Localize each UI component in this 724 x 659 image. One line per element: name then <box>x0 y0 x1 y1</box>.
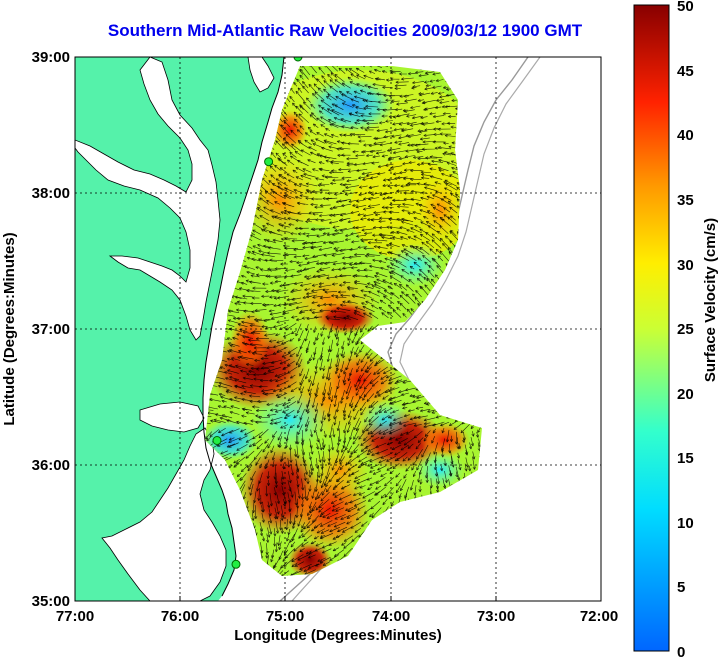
grid-lines <box>75 57 601 601</box>
colorbar-ticks: 50 45 40 35 30 25 20 15 10 5 0 <box>677 0 694 659</box>
delaware-bay <box>247 57 275 93</box>
station-south-marker <box>231 559 241 569</box>
chesapeake-bay <box>75 57 221 341</box>
colorbar-tick-label: 25 <box>677 321 694 338</box>
map-title: Southern Mid-Atlantic Raw Velocities 200… <box>107 21 583 40</box>
plot-frame <box>74 56 602 602</box>
x-ticks: 77:00 76:00 75:00 74:00 73:00 72:00 <box>56 596 618 625</box>
plot-area <box>75 57 601 601</box>
x-tick-label: 72:00 <box>580 608 618 625</box>
pamlico-sound <box>101 427 227 601</box>
x-tick-label: 76:00 <box>161 608 199 625</box>
y-tick-label: 38:00 <box>32 185 70 202</box>
y-axis-label: Latitude (Degrees:Minutes) <box>1 232 18 425</box>
colorbar-tick-label: 50 <box>677 0 694 15</box>
colorbar-tick-label: 0 <box>677 644 685 659</box>
colorbar-tick-label: 35 <box>677 192 694 209</box>
colorbar-tick-label: 15 <box>677 450 694 467</box>
x-axis-label: Longitude (Degrees:Minutes) <box>234 627 442 644</box>
y-tick-label: 39:00 <box>32 49 70 66</box>
colorbar-tick-label: 5 <box>677 579 685 596</box>
x-tick-label: 75:00 <box>266 608 304 625</box>
radar-stations <box>212 57 303 569</box>
station-outer-banks-marker <box>212 436 222 445</box>
x-tick-label: 73:00 <box>477 608 515 625</box>
colorbar-tick-label: 20 <box>677 386 694 403</box>
y-tick-label: 36:00 <box>32 457 70 474</box>
colorbar-tick-label: 40 <box>677 127 694 144</box>
x-tick-label: 74:00 <box>372 608 410 625</box>
y-ticks: 39:00 38:00 37:00 36:00 35:00 <box>32 49 70 610</box>
colorbar-tick-label: 45 <box>677 63 694 80</box>
colorbar-tick-label: 30 <box>677 257 694 274</box>
colorbar <box>633 4 670 652</box>
colorbar-label: Surface Velocity (cm/s) <box>702 218 719 382</box>
y-tick-label: 37:00 <box>32 321 70 338</box>
station-delmarva-marker <box>264 157 274 167</box>
albemarle-sound <box>139 401 205 433</box>
y-tick-label: 35:00 <box>32 593 70 610</box>
x-tick-label: 77:00 <box>56 608 94 625</box>
station-north-marker <box>293 57 303 62</box>
coastline <box>202 57 285 597</box>
colorbar-tick-label: 10 <box>677 515 694 532</box>
